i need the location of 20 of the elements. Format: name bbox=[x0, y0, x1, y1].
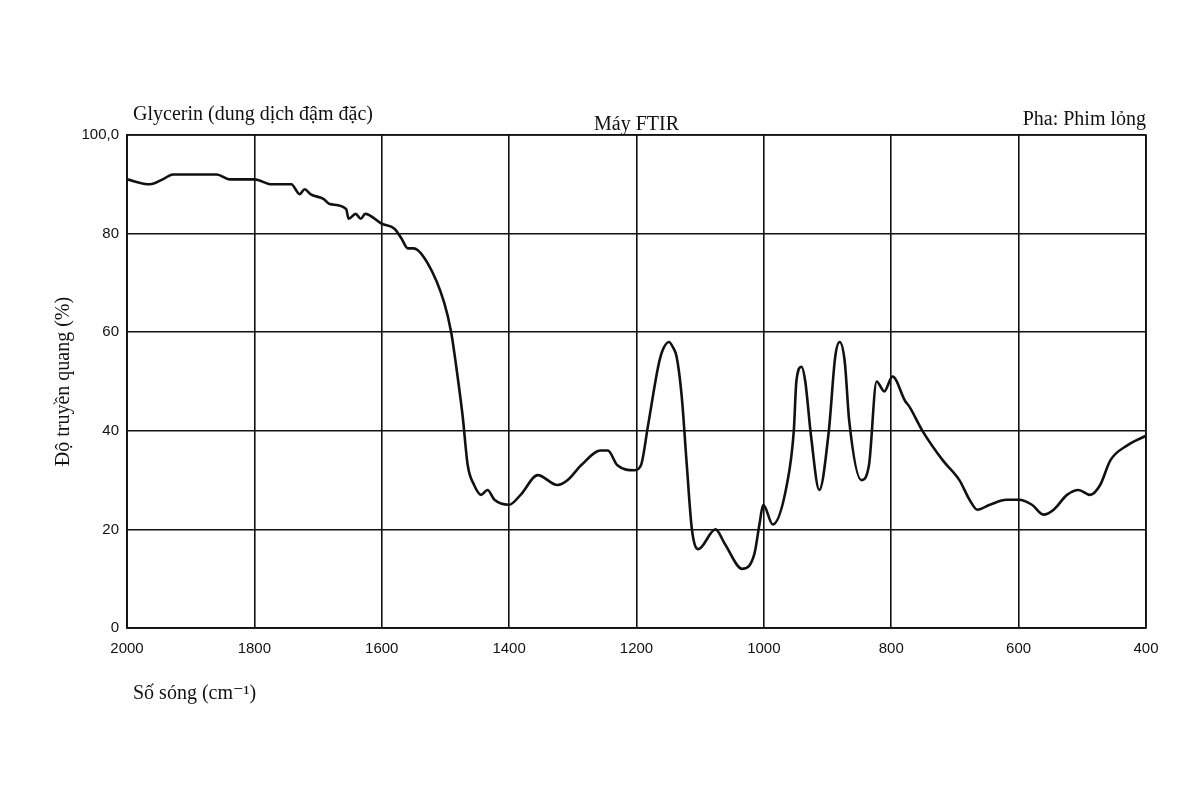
y-tick-label: 80 bbox=[102, 223, 119, 241]
y-tick-label: 60 bbox=[102, 322, 119, 340]
x-axis-title: Số sóng (cm⁻¹) bbox=[133, 681, 257, 704]
x-tick-label: 2000 bbox=[110, 639, 144, 657]
x-tick-label: 1200 bbox=[619, 639, 654, 657]
y-tick-label: 40 bbox=[102, 420, 119, 438]
y-tick-label: 100,0 bbox=[81, 125, 119, 143]
y-tick-label: 0 bbox=[110, 618, 119, 636]
y-axis-title: Độ truyền quang (%) bbox=[51, 296, 75, 467]
x-tick-label: 1000 bbox=[747, 639, 781, 657]
chart-title: Glycerin (dung dịch đậm đặc) bbox=[133, 102, 373, 125]
x-tick-label: 800 bbox=[878, 639, 904, 657]
x-tick-label: 1600 bbox=[365, 639, 399, 657]
chart-subtitle: Máy FTIR bbox=[594, 112, 680, 135]
x-tick-label: 1400 bbox=[492, 639, 526, 657]
x-tick-label: 600 bbox=[1006, 639, 1032, 657]
y-tick-label: 20 bbox=[102, 519, 119, 537]
x-tick-label: 1800 bbox=[237, 639, 272, 657]
x-tick-label: 400 bbox=[1133, 639, 1159, 657]
text: Pha: Phim lỏng bbox=[1022, 107, 1146, 130]
